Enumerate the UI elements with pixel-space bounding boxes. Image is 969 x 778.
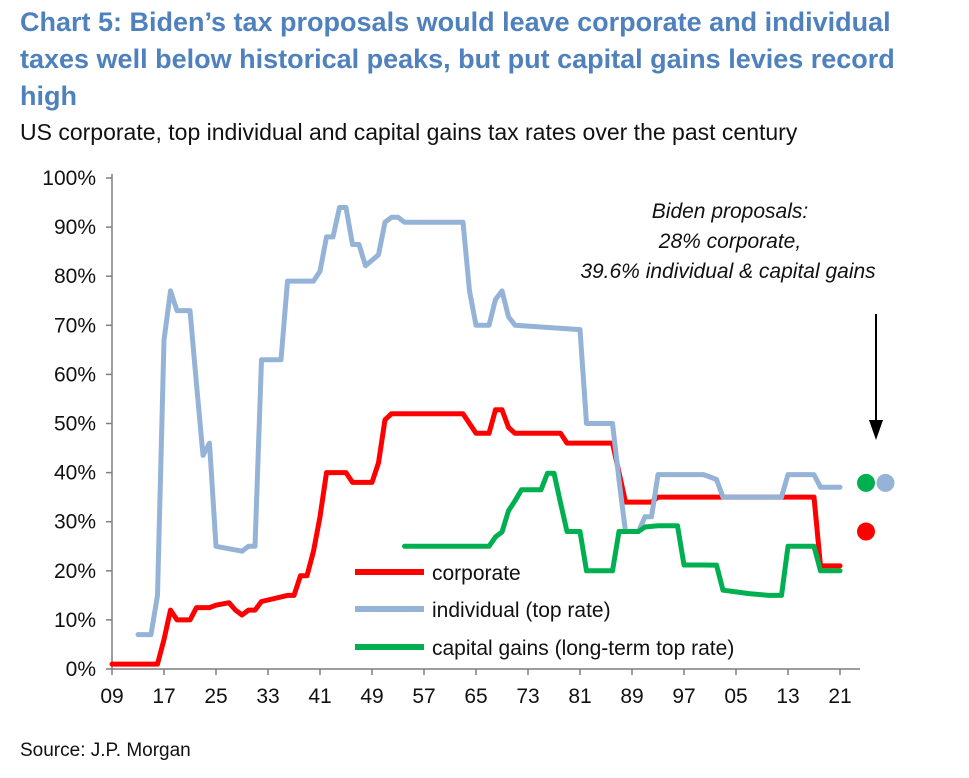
x-tick-label: 05: [724, 685, 747, 708]
x-tick-label: 97: [672, 685, 695, 708]
y-tick-label: 10%: [54, 609, 96, 632]
x-tick-label: 81: [568, 685, 591, 708]
y-tick-label: 0%: [66, 658, 96, 681]
x-tick-label: 09: [100, 685, 123, 708]
chart-title: Chart 5: Biden’s tax proposals would lea…: [20, 7, 895, 111]
annotation-arrow-head: [869, 420, 883, 440]
x-tick-label: 33: [256, 685, 279, 708]
proposal-dot: [876, 473, 895, 492]
legend-label-corporate: corporate: [432, 562, 521, 585]
y-tick-label: 20%: [54, 560, 96, 583]
annotation-line-1: Biden proposals:: [652, 200, 808, 223]
x-tick-label: 25: [204, 685, 227, 708]
y-tick-label: 50%: [54, 413, 96, 436]
y-tick-label: 60%: [54, 363, 96, 386]
y-tick-label: 100%: [42, 167, 96, 190]
x-tick-label: 73: [516, 685, 539, 708]
chart-area: 0% 10% 20% 30% 40% 50% 60% 70% 80% 90% 100% 09 17 25…: [42, 167, 895, 708]
y-tick-label: 80%: [54, 265, 96, 288]
capital-gains-line: [402, 470, 843, 598]
x-tick-label: 41: [308, 685, 331, 708]
corporate-line: [109, 407, 843, 667]
x-tick-label: 57: [412, 685, 435, 708]
proposal-dots: [857, 473, 895, 541]
proposal-dot: [857, 522, 875, 541]
x-tick-label: 17: [152, 685, 175, 708]
x-axis-labels: 09 17 25 33 41 49 57 65 73 81 89 97 05 13 21: [100, 685, 851, 708]
annotation-line-2: 28% corporate,: [658, 230, 801, 253]
x-tick-label: 89: [620, 685, 643, 708]
x-tick-label: 49: [360, 685, 383, 708]
annotation-line-3: 39.6% individual & capital gains: [580, 260, 876, 283]
series-lines: [109, 205, 843, 667]
y-tick-label: 70%: [54, 314, 96, 337]
x-tick-label: 65: [464, 685, 487, 708]
annotation: Biden proposals: 28% corporate, 39.6% in…: [580, 200, 883, 440]
individual-line: [135, 205, 843, 638]
chart-subtitle: US corporate, top individual and capital…: [20, 119, 798, 145]
proposal-dot: [857, 473, 875, 492]
x-tick-label: 13: [776, 685, 799, 708]
legend-label-individual: individual (top rate): [432, 599, 611, 622]
source-note: Source: J.P. Morgan: [20, 740, 191, 761]
x-tick-label: 21: [828, 685, 851, 708]
axes: [106, 174, 860, 675]
legend-label-capital-gains: capital gains (long-term top rate): [432, 637, 734, 660]
legend: corporate individual (top rate) capital …: [355, 562, 734, 660]
y-tick-label: 40%: [54, 462, 96, 485]
y-tick-label: 90%: [54, 216, 96, 239]
y-tick-label: 30%: [54, 511, 96, 534]
y-axis-labels: 0% 10% 20% 30% 40% 50% 60% 70% 80% 90% 100%: [42, 167, 96, 681]
